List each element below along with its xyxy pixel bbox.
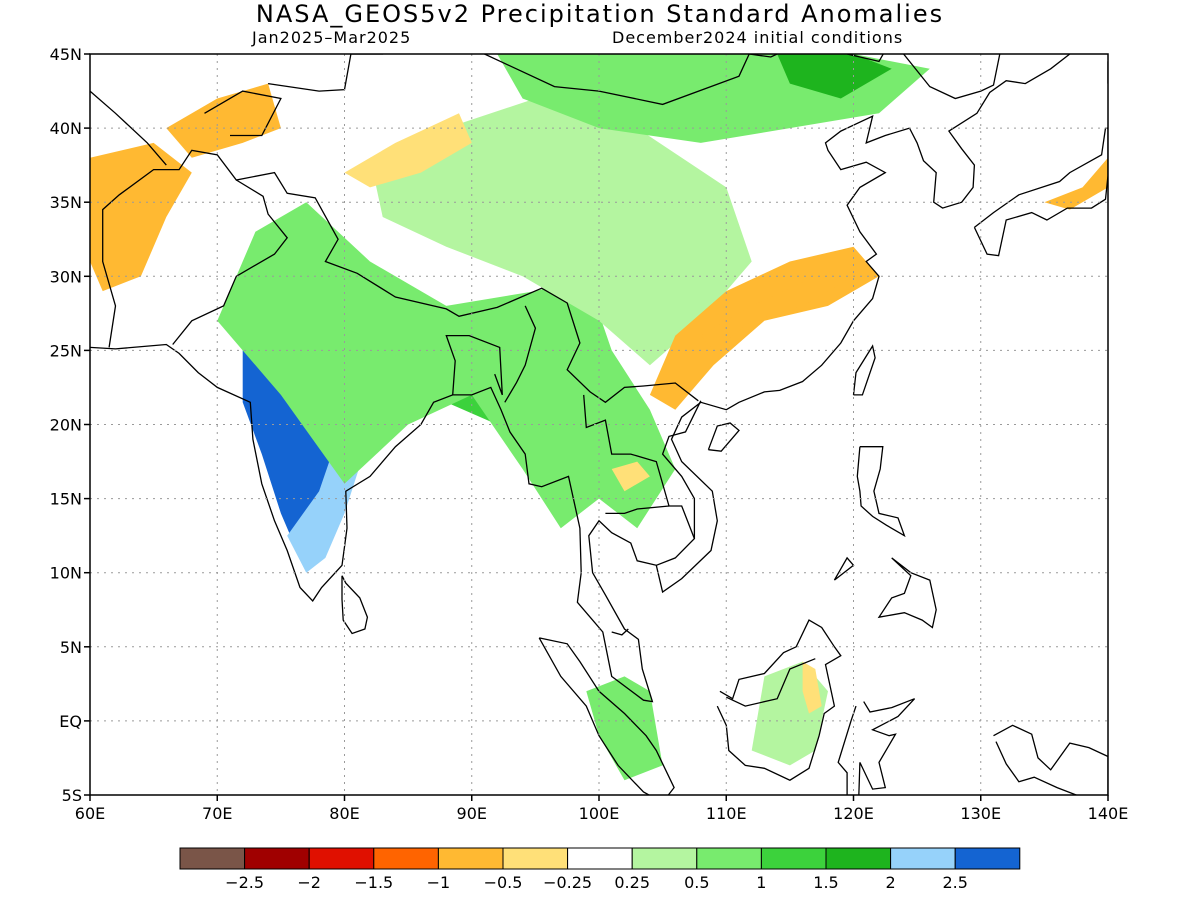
forecast-period: Jan2025–Mar2025 xyxy=(252,28,412,47)
border-10 xyxy=(605,505,670,515)
coastline-1 xyxy=(341,575,369,635)
border-6 xyxy=(846,54,1001,100)
coastline-10 xyxy=(877,557,937,629)
coastline-9 xyxy=(856,446,906,538)
coastline-11 xyxy=(973,127,1108,257)
border-4 xyxy=(268,54,384,92)
colorbar-swatch-3 xyxy=(373,847,439,870)
colorbar-swatch-0 xyxy=(179,847,246,870)
border-5 xyxy=(483,54,779,106)
coastline-7 xyxy=(707,422,740,452)
colorbar-label: 0.5 xyxy=(684,873,709,892)
colorbar-label: −1.5 xyxy=(354,873,393,892)
x-tick-label: 60E xyxy=(75,804,105,823)
coastline-2 xyxy=(538,637,675,795)
border-9 xyxy=(583,394,696,566)
anomaly-region-5 xyxy=(370,98,752,366)
colorbar-swatch-4 xyxy=(437,847,504,870)
anomaly-region-16 xyxy=(1044,157,1108,210)
colorbar-label: −0.25 xyxy=(543,873,592,892)
anomaly-region-15 xyxy=(802,661,822,714)
y-tick-label: 45N xyxy=(50,45,82,64)
border-8 xyxy=(204,90,282,137)
border-2 xyxy=(445,334,503,396)
x-tick-label: 110E xyxy=(706,804,747,823)
y-tick-label: 5N xyxy=(60,638,82,657)
y-tick-label: 15N xyxy=(50,490,82,509)
x-tick-label: 90E xyxy=(457,804,487,823)
anomaly-region-7 xyxy=(777,54,892,99)
coastline-3 xyxy=(716,619,842,781)
anomaly-region-11 xyxy=(166,83,281,158)
colorbar-swatch-7 xyxy=(631,847,698,870)
border-13 xyxy=(726,658,816,707)
x-tick-label: 120E xyxy=(833,804,874,823)
border-1 xyxy=(172,179,289,345)
colorbar-label: 2.5 xyxy=(942,873,967,892)
colorbar-label: 2 xyxy=(886,873,896,892)
colorbar-label: −0.5 xyxy=(484,873,523,892)
colorbar-swatch-11 xyxy=(890,847,956,870)
anomaly-region-12 xyxy=(344,113,472,188)
anomaly-region-13 xyxy=(586,676,663,781)
coastline-0 xyxy=(90,54,1071,703)
y-tick-label: 35N xyxy=(50,193,82,212)
border-0 xyxy=(102,149,699,404)
colorbar-label: −1 xyxy=(427,873,451,892)
x-tick-label: 140E xyxy=(1088,804,1129,823)
colorbar-label: 1 xyxy=(756,873,766,892)
colorbar-swatch-6 xyxy=(567,847,633,870)
y-tick-label: 30N xyxy=(50,267,82,286)
y-tick-label: 10N xyxy=(50,564,82,583)
coastline-8 xyxy=(833,556,855,581)
colorbar-label: 0.25 xyxy=(614,873,650,892)
y-tick-label: EQ xyxy=(59,712,82,731)
colorbar-label: −2 xyxy=(297,873,321,892)
anomaly-region-3 xyxy=(217,202,676,529)
coastline-5 xyxy=(993,724,1108,795)
map-title: NASA_GEOS5v2 Precipitation Standard Anom… xyxy=(255,0,945,28)
coastline-6 xyxy=(852,344,876,396)
colorbar-swatch-5 xyxy=(502,847,569,870)
anomaly-region-9 xyxy=(700,276,854,351)
colorbar-swatch-8 xyxy=(696,847,762,870)
x-tick-label: 80E xyxy=(329,804,359,823)
border-11 xyxy=(661,400,702,539)
colorbar-swatch-12 xyxy=(954,847,1021,870)
colorbar-swatch-10 xyxy=(825,847,892,870)
x-tick-label: 130E xyxy=(960,804,1001,823)
x-tick-label: 70E xyxy=(202,804,232,823)
colorbar-swatch-9 xyxy=(760,847,827,870)
border-12 xyxy=(611,628,629,636)
initial-conditions: December2024 initial conditions xyxy=(612,28,904,47)
anomaly-region-17 xyxy=(611,461,650,492)
x-tick-label: 100E xyxy=(579,804,620,823)
y-tick-label: 5S xyxy=(62,786,82,805)
colorbar-swatch-2 xyxy=(308,847,375,870)
y-tick-label: 20N xyxy=(50,416,82,435)
border-3 xyxy=(504,305,537,403)
colorbar-label: 1.5 xyxy=(813,873,838,892)
y-tick-label: 40N xyxy=(50,119,82,138)
colorbar-swatch-1 xyxy=(244,847,310,870)
y-tick-label: 25N xyxy=(50,341,82,360)
colorbar-label: −2.5 xyxy=(225,873,264,892)
anomaly-region-10 xyxy=(90,142,192,292)
coastline-4 xyxy=(837,698,916,795)
border-7 xyxy=(90,90,167,166)
